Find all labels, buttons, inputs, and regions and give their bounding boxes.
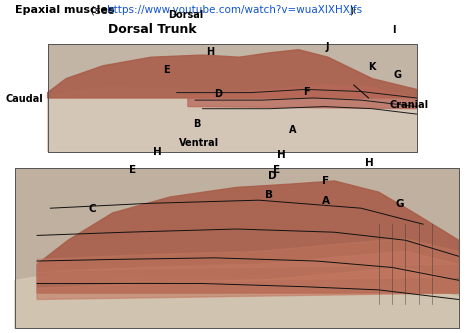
Text: https://www.youtube.com/watch?v=wuaXlXHXJfs: https://www.youtube.com/watch?v=wuaXlXHX… (108, 5, 363, 15)
Text: Ventral: Ventral (179, 139, 219, 149)
Text: F: F (322, 176, 329, 186)
Text: H: H (153, 147, 162, 157)
Text: G: G (394, 70, 402, 80)
Text: Dorsal: Dorsal (168, 10, 203, 20)
Polygon shape (47, 50, 417, 98)
Text: B: B (193, 119, 201, 129)
Text: K: K (368, 62, 376, 73)
Polygon shape (37, 239, 459, 271)
Bar (15, 168, 459, 328)
Text: B: B (265, 189, 273, 199)
Text: D: D (214, 89, 222, 99)
Polygon shape (15, 272, 459, 328)
Polygon shape (37, 267, 459, 299)
Text: E: E (164, 65, 170, 75)
Polygon shape (188, 85, 417, 109)
Text: (see: (see (87, 5, 118, 15)
Text: Cranial: Cranial (390, 101, 429, 111)
Text: C: C (88, 204, 96, 214)
Text: ):: ): (349, 5, 357, 15)
Bar (15, 168, 459, 328)
Text: Epaxial muscles: Epaxial muscles (15, 5, 114, 15)
Text: H: H (206, 47, 214, 57)
Text: A: A (321, 196, 329, 206)
Text: H: H (365, 158, 374, 168)
Text: E: E (273, 165, 280, 175)
Bar (47, 44, 417, 152)
Text: E: E (129, 165, 136, 175)
Text: F: F (303, 87, 310, 97)
Text: A: A (289, 125, 297, 135)
Polygon shape (37, 181, 459, 293)
Bar (47, 44, 417, 152)
Text: I: I (392, 25, 396, 35)
Polygon shape (37, 251, 459, 283)
Polygon shape (47, 87, 417, 152)
Text: Dorsal Trunk: Dorsal Trunk (109, 23, 197, 36)
Text: D: D (268, 171, 277, 181)
Text: G: G (396, 199, 404, 209)
Text: J: J (325, 42, 328, 52)
Text: Caudal: Caudal (5, 94, 43, 104)
Text: H: H (277, 150, 285, 160)
